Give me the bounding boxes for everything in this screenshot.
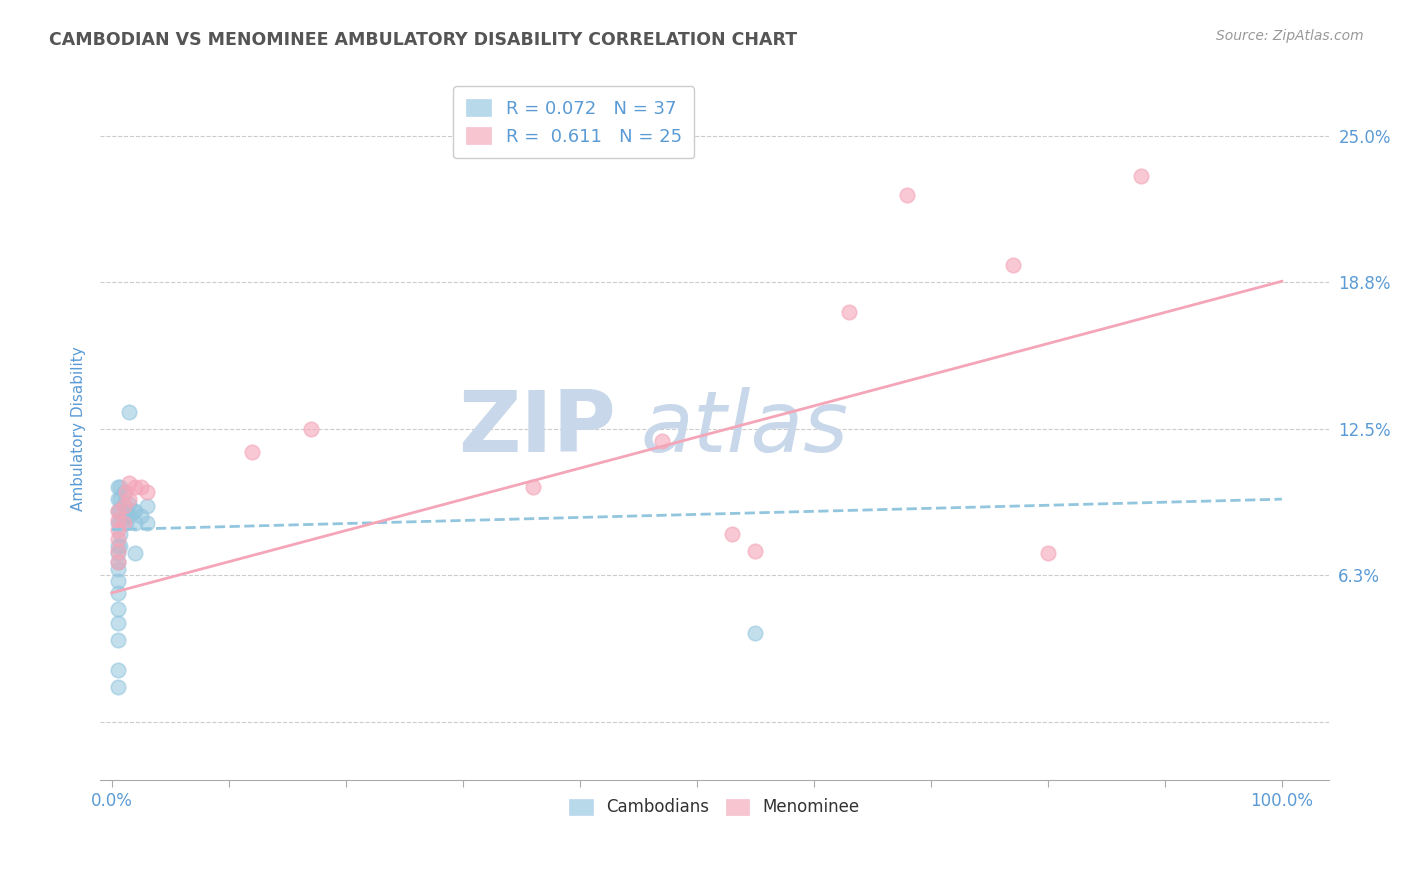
Point — [112, 497, 135, 511]
Point — [721, 527, 744, 541]
Text: CAMBODIAN VS MENOMINEE AMBULATORY DISABILITY CORRELATION CHART: CAMBODIAN VS MENOMINEE AMBULATORY DISABI… — [49, 31, 797, 49]
Point — [115, 516, 138, 530]
Point — [136, 485, 159, 500]
Point — [118, 508, 141, 523]
Y-axis label: Ambulatory Disability: Ambulatory Disability — [72, 346, 86, 511]
Point — [299, 422, 322, 436]
Point — [107, 556, 129, 570]
Point — [118, 497, 141, 511]
Point — [129, 508, 152, 523]
Point — [107, 532, 129, 546]
Point — [651, 434, 673, 448]
Point — [107, 539, 129, 553]
Point — [124, 504, 146, 518]
Point — [112, 516, 135, 530]
Point — [107, 680, 129, 694]
Point — [124, 480, 146, 494]
Point — [108, 539, 131, 553]
Point — [129, 480, 152, 494]
Point — [107, 562, 129, 576]
Point — [136, 516, 159, 530]
Point — [107, 586, 129, 600]
Point — [108, 480, 131, 494]
Point — [107, 504, 129, 518]
Point — [107, 480, 129, 494]
Point — [107, 602, 129, 616]
Point — [107, 523, 129, 537]
Point — [107, 543, 129, 558]
Point — [108, 516, 131, 530]
Point — [118, 405, 141, 419]
Point — [107, 616, 129, 631]
Point — [107, 556, 129, 570]
Point — [744, 543, 766, 558]
Point — [1036, 546, 1059, 560]
Point — [1001, 258, 1024, 272]
Point — [107, 504, 129, 518]
Point — [1130, 169, 1153, 183]
Point — [122, 504, 145, 518]
Point — [136, 499, 159, 513]
Point — [107, 516, 129, 530]
Point — [107, 663, 129, 677]
Point — [124, 516, 146, 530]
Point — [107, 513, 129, 527]
Point — [107, 632, 129, 647]
Point — [115, 485, 138, 500]
Point — [115, 504, 138, 518]
Point — [522, 480, 544, 494]
Text: ZIP: ZIP — [458, 387, 616, 470]
Text: atlas: atlas — [641, 387, 849, 470]
Point — [107, 574, 129, 589]
Point — [896, 187, 918, 202]
Point — [744, 625, 766, 640]
Point — [108, 504, 131, 518]
Text: Source: ZipAtlas.com: Source: ZipAtlas.com — [1216, 29, 1364, 43]
Point — [838, 304, 860, 318]
Point — [107, 546, 129, 560]
Point — [118, 475, 141, 490]
Legend: Cambodians, Menominee: Cambodians, Menominee — [561, 790, 868, 825]
Point — [240, 445, 263, 459]
Point — [112, 485, 135, 500]
Point — [108, 492, 131, 507]
Point — [107, 492, 129, 507]
Point — [124, 546, 146, 560]
Point — [118, 492, 141, 507]
Point — [108, 527, 131, 541]
Point — [112, 499, 135, 513]
Point — [112, 508, 135, 523]
